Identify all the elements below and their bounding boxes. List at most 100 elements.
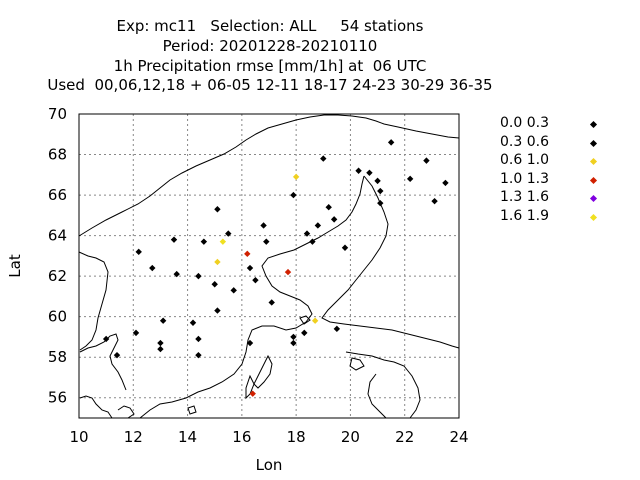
legend-entry: 1.6 1.9 xyxy=(500,208,549,224)
station-point xyxy=(102,335,110,343)
station-point xyxy=(170,236,178,243)
station-point xyxy=(173,270,180,278)
station-point xyxy=(200,238,208,245)
station-point xyxy=(159,317,167,324)
chart-title-line-1: Exp: mc11 Selection: ALL 54 stations xyxy=(116,17,424,35)
station-point xyxy=(333,325,341,333)
legend-entry: 0.6 1.0 xyxy=(500,152,549,168)
chart-title-line-3: 1h Precipitation rmse [mm/1h] at 06 UTC xyxy=(113,57,427,75)
station-point xyxy=(309,238,316,245)
legend-label: 0.3 0.6 xyxy=(500,133,549,150)
x-axis-label: Lon xyxy=(256,456,283,474)
y-axis-label: Lat xyxy=(6,254,24,278)
legend-entry: 0.0 0.3 xyxy=(500,115,549,131)
station-point xyxy=(246,339,254,347)
station-point xyxy=(195,335,202,343)
station-point xyxy=(290,333,297,341)
island-gotland xyxy=(253,354,273,389)
island-bornholm xyxy=(187,405,197,415)
station-point xyxy=(189,319,197,326)
station-point xyxy=(225,230,232,237)
station-point xyxy=(341,244,349,251)
station-point xyxy=(290,339,297,347)
station-point xyxy=(195,351,202,359)
coastline-estonia xyxy=(345,351,421,419)
legend-entry: 1.0 1.3 xyxy=(500,171,549,187)
station-point xyxy=(252,276,259,284)
station-point xyxy=(303,230,311,237)
station-point xyxy=(246,264,254,272)
y-tick-label: 70 xyxy=(48,105,67,123)
station-point xyxy=(387,139,395,146)
legend-label: 0.0 0.3 xyxy=(500,115,549,131)
station-points xyxy=(102,139,449,397)
chart-title-line-4: Used 00,06,12,18 + 06-05 12-11 18-17 24-… xyxy=(47,76,493,94)
legend-label: 1.6 1.9 xyxy=(500,208,549,224)
station-point xyxy=(157,345,164,353)
chart-title-line-2: Period: 20201228-20210110 xyxy=(162,37,378,55)
station-point xyxy=(377,187,384,195)
station-point xyxy=(406,175,414,183)
legend-label: 1.0 1.3 xyxy=(500,170,549,187)
y-tick-label: 56 xyxy=(48,389,67,407)
station-point xyxy=(311,317,319,324)
station-point xyxy=(230,287,237,294)
island-oland xyxy=(245,374,255,400)
coastline-southwest xyxy=(78,251,109,351)
x-tick-label: 20 xyxy=(341,428,360,446)
station-point xyxy=(214,206,221,213)
station-point xyxy=(330,216,338,223)
station-point xyxy=(211,281,218,288)
station-point xyxy=(244,250,251,258)
station-point xyxy=(249,390,256,397)
station-point xyxy=(431,197,438,205)
legend-label: 0.6 1.0 xyxy=(500,152,549,169)
x-tick-label: 18 xyxy=(287,428,306,446)
station-point xyxy=(135,248,142,256)
coastline-sweden-east xyxy=(139,175,365,419)
station-point xyxy=(290,191,297,199)
station-point xyxy=(301,329,308,337)
y-tick-label: 64 xyxy=(48,227,67,245)
x-tick-label: 12 xyxy=(124,428,143,446)
station-point xyxy=(314,222,322,229)
coastline-finland xyxy=(321,175,460,349)
coastline-skagerrak xyxy=(79,333,127,391)
island-saaremaa xyxy=(349,357,365,371)
station-point xyxy=(132,329,140,337)
station-point xyxy=(214,307,221,314)
station-point xyxy=(214,258,221,266)
y-tick-label: 58 xyxy=(48,348,67,366)
station-point xyxy=(268,299,275,306)
axis-ticks: 10 12 14 16 18 20 22 24 56 58 60 62 64 66 68 70 xyxy=(48,105,469,446)
legend-label: 1.3 1.6 xyxy=(500,189,549,206)
station-point xyxy=(219,238,227,245)
station-point xyxy=(263,238,270,245)
coastline-map xyxy=(78,114,460,419)
station-point xyxy=(149,264,156,272)
station-point xyxy=(260,222,267,229)
station-point xyxy=(157,339,164,347)
station-point xyxy=(442,179,449,187)
y-tick-label: 68 xyxy=(48,146,67,164)
y-tick-label: 62 xyxy=(48,267,67,285)
plot-frame xyxy=(78,113,460,419)
y-tick-label: 66 xyxy=(48,186,67,204)
legend-entry: 0.3 0.6 xyxy=(500,134,549,150)
station-point xyxy=(195,272,202,280)
station-point xyxy=(366,169,373,176)
station-point xyxy=(374,177,381,185)
station-point xyxy=(113,351,121,359)
coastline-denmark xyxy=(79,395,135,419)
station-point xyxy=(292,173,300,181)
station-point xyxy=(325,204,332,211)
legend-entry: 1.3 1.6 xyxy=(500,189,549,205)
station-point xyxy=(355,167,362,174)
x-tick-label: 24 xyxy=(449,428,468,446)
station-point xyxy=(423,157,430,164)
x-tick-label: 16 xyxy=(232,428,251,446)
coastline-west xyxy=(78,114,460,237)
grid xyxy=(79,114,459,418)
x-tick-label: 22 xyxy=(395,428,414,446)
